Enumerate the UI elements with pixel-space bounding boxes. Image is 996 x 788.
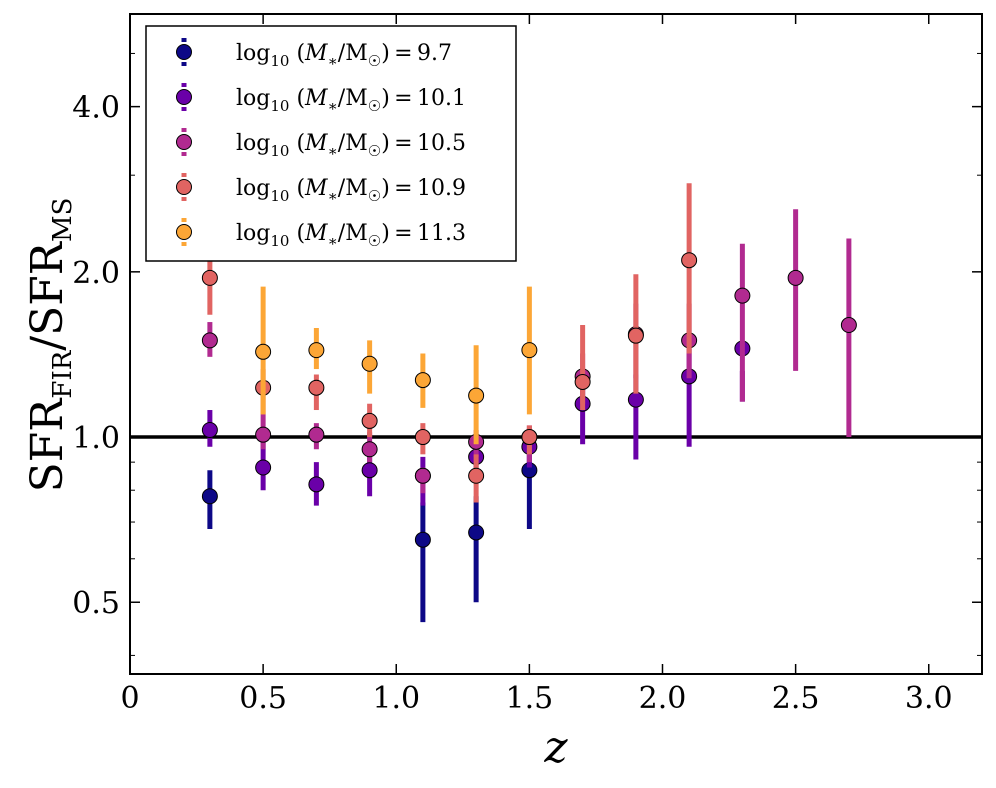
legend-marker bbox=[176, 179, 192, 195]
ticks-layer bbox=[129, 14, 982, 674]
data-point bbox=[201, 269, 218, 286]
data-point bbox=[361, 441, 378, 458]
y-tick-label: 1.0 bbox=[72, 421, 120, 456]
data-point bbox=[361, 355, 378, 372]
data-point bbox=[414, 429, 431, 446]
x-tick-label: 3.0 bbox=[905, 681, 953, 716]
x-tick-label: 0 bbox=[120, 681, 139, 716]
data-point bbox=[787, 269, 804, 286]
data-point bbox=[308, 379, 325, 396]
data-point bbox=[627, 391, 644, 408]
x-tick-label: 2.5 bbox=[772, 681, 820, 716]
series-9.7 bbox=[201, 449, 538, 623]
legend-marker bbox=[176, 89, 192, 105]
data-point bbox=[201, 421, 218, 438]
data-point bbox=[734, 287, 751, 304]
x-tick-label: 1.5 bbox=[506, 681, 554, 716]
tick-labels-layer: 0 0.5 1.0 1.5 2.0 2.5 3.0 0.5 1.0 2.0 4.0 bbox=[72, 91, 952, 716]
y-title-sub-2: MS bbox=[48, 198, 78, 242]
y-title-main-1: SFR bbox=[22, 397, 73, 493]
data-point bbox=[201, 332, 218, 349]
series-11.3 bbox=[255, 286, 538, 445]
legend-entry: log10 (M∗/M☉) = 11.3 bbox=[176, 218, 466, 250]
legend-box bbox=[145, 25, 517, 262]
data-point bbox=[414, 467, 431, 484]
data-point bbox=[521, 342, 538, 359]
y-title-sep: / bbox=[22, 336, 73, 351]
y-axis-title: SFRFIR/SFRMS bbox=[22, 198, 78, 493]
legend-marker bbox=[176, 44, 192, 60]
data-point bbox=[681, 252, 698, 269]
series-10.9 bbox=[201, 183, 698, 503]
data-point bbox=[308, 476, 325, 493]
x-tick-label: 2.0 bbox=[639, 681, 687, 716]
data-point bbox=[468, 524, 485, 541]
legend-label: log10 (M∗/M☉) = 11.3 bbox=[236, 221, 466, 250]
data-point bbox=[308, 342, 325, 359]
legend-label: log10 (M∗/M☉) = 10.9 bbox=[236, 176, 466, 205]
data-point bbox=[255, 426, 272, 443]
x-tick-label: 0.5 bbox=[239, 681, 287, 716]
data-point bbox=[255, 459, 272, 476]
data-point bbox=[521, 429, 538, 446]
legend-label: log10 (M∗/M☉) = 9.7 bbox=[236, 41, 452, 70]
x-tick-label: 1.0 bbox=[372, 681, 420, 716]
y-tick-label: 0.5 bbox=[72, 586, 120, 621]
data-point bbox=[308, 426, 325, 443]
x-axis-title: z bbox=[543, 722, 568, 773]
y-title-sub-1: FIR bbox=[48, 349, 78, 398]
legend-entries: log10 (M∗/M☉) = 9.7 log10 (M∗/M☉) = 10.1 l… bbox=[176, 38, 466, 250]
series-layer bbox=[201, 183, 857, 623]
legend-entry: log10 (M∗/M☉) = 10.9 bbox=[176, 173, 466, 205]
legend-label: log10 (M∗/M☉) = 10.5 bbox=[236, 131, 466, 160]
data-point bbox=[414, 372, 431, 389]
plot-area bbox=[130, 183, 982, 623]
y-tick-label: 4.0 bbox=[72, 91, 120, 126]
data-point bbox=[468, 467, 485, 484]
y-tick-label: 2.0 bbox=[72, 256, 120, 291]
legend-entry: log10 (M∗/M☉) = 9.7 bbox=[176, 38, 452, 70]
data-point bbox=[414, 531, 431, 548]
data-point bbox=[468, 387, 485, 404]
legend-entry: log10 (M∗/M☉) = 10.1 bbox=[176, 83, 466, 115]
data-point bbox=[361, 412, 378, 429]
plot-frame bbox=[129, 13, 983, 675]
data-point bbox=[574, 373, 591, 390]
data-point bbox=[361, 462, 378, 479]
data-point bbox=[201, 488, 218, 505]
legend-marker bbox=[176, 224, 192, 240]
legend-marker bbox=[176, 134, 192, 150]
legend-entry: log10 (M∗/M☉) = 10.5 bbox=[176, 128, 466, 160]
data-point bbox=[627, 327, 644, 344]
y-title-main-2: SFR bbox=[22, 240, 73, 336]
data-point bbox=[255, 343, 272, 360]
legend-label: log10 (M∗/M☉) = 10.1 bbox=[236, 86, 466, 115]
legend: log10 (M∗/M☉) = 9.7 log10 (M∗/M☉) = 10.1 l… bbox=[145, 25, 517, 262]
data-point bbox=[840, 317, 857, 334]
